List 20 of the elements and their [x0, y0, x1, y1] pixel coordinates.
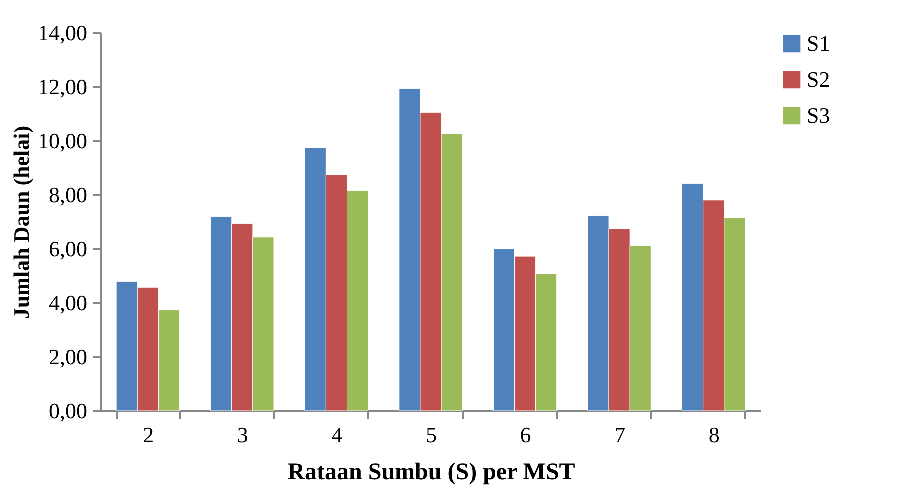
legend-label: S2 [807, 67, 830, 92]
x-tick-label: 6 [520, 422, 532, 448]
x-tick-label: 4 [332, 422, 343, 448]
y-tick-label: 2,00 [49, 344, 88, 370]
x-tick-label: 3 [237, 422, 248, 448]
x-axis-title: Rataan Sumbu (S) per MST [288, 460, 576, 486]
y-tick-label: 0,00 [49, 398, 88, 424]
x-tick-label: 8 [708, 422, 720, 448]
x-tick-label: 5 [426, 422, 437, 448]
x-tick-label: 2 [143, 422, 154, 448]
x-tick-label: 7 [614, 422, 626, 448]
y-tick-label: 6,00 [49, 236, 88, 262]
legend-label: S3 [807, 103, 830, 128]
y-tick-label: 4,00 [49, 290, 88, 316]
y-axis-title: Jumlah Daun (helai) [9, 126, 34, 320]
y-tick-label: 8,00 [49, 182, 88, 208]
legend-label: S1 [807, 31, 830, 56]
y-tick-label: 10,00 [38, 128, 88, 154]
y-tick-label: 12,00 [38, 74, 88, 100]
y-tick-label: 14,00 [38, 20, 88, 46]
